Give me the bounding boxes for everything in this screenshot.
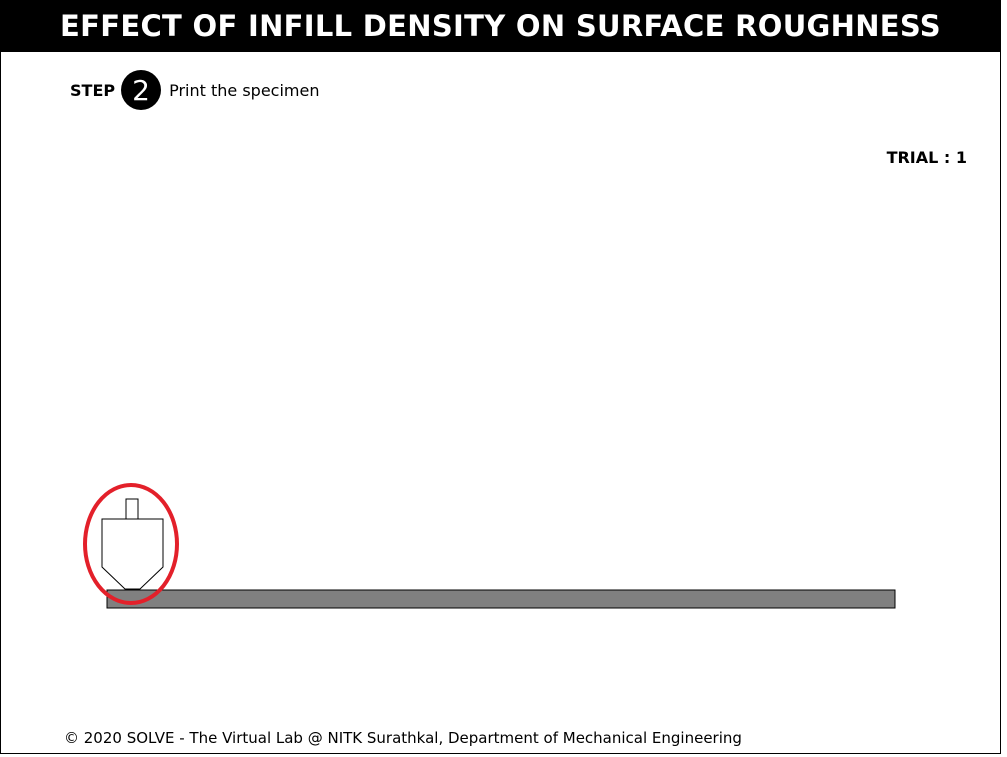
nozzle-feed-tube: [125, 498, 139, 520]
footer-copyright: © 2020 SOLVE - The Virtual Lab @ NITK Su…: [64, 729, 742, 747]
step-instruction: Print the specimen: [169, 80, 320, 100]
step-indicator: STEP 2 Print the specimen: [70, 70, 319, 110]
page-title: EFFECT OF INFILL DENSITY ON SURFACE ROUG…: [0, 0, 1001, 52]
step-label: STEP: [70, 80, 116, 100]
print-bed: [106, 589, 896, 609]
nozzle-highlight-ring: [83, 483, 179, 605]
nozzle-head: [101, 518, 164, 590]
trial-counter: TRIAL : 1: [886, 148, 967, 167]
step-number-badge: 2: [121, 70, 162, 110]
print-nozzle-icon[interactable]: [83, 483, 179, 605]
